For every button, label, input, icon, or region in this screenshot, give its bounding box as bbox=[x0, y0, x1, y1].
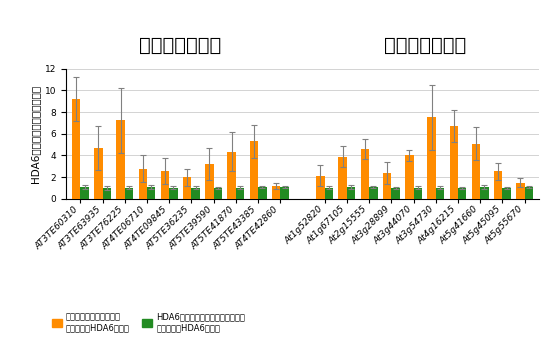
Bar bbox=[502, 188, 511, 199]
Bar bbox=[250, 141, 258, 199]
Bar bbox=[72, 99, 80, 199]
Bar bbox=[139, 168, 147, 199]
Bar bbox=[449, 126, 458, 199]
Bar bbox=[228, 152, 236, 199]
Bar bbox=[392, 188, 400, 199]
Bar bbox=[472, 143, 480, 199]
Bar bbox=[405, 155, 414, 199]
Bar bbox=[525, 187, 533, 199]
Bar bbox=[272, 186, 280, 199]
Bar bbox=[236, 188, 244, 199]
Text: トランスポゾン: トランスポゾン bbox=[139, 36, 222, 55]
Bar bbox=[103, 188, 111, 199]
Legend: 野生型シロイヌナズナで
検出されたHDA6の結合, HDA6違伝子破壊シロイヌナズナで
検出されたHDA6の結合: 野生型シロイヌナズナで 検出されたHDA6の結合, HDA6違伝子破壊シロイヌナ… bbox=[48, 309, 249, 335]
Bar bbox=[383, 173, 392, 199]
Bar bbox=[94, 148, 103, 199]
Bar bbox=[169, 188, 178, 199]
Bar bbox=[125, 188, 133, 199]
Bar bbox=[258, 187, 267, 199]
Y-axis label: HDA6タンパク質の結合増加率: HDA6タンパク質の結合増加率 bbox=[31, 85, 41, 183]
Bar bbox=[117, 120, 125, 199]
Text: 機能未知遵伝子: 機能未知遵伝子 bbox=[383, 36, 466, 55]
Bar bbox=[494, 171, 502, 199]
Bar bbox=[361, 149, 369, 199]
Bar bbox=[436, 188, 444, 199]
Bar bbox=[280, 187, 289, 199]
Bar bbox=[183, 177, 191, 199]
Bar bbox=[480, 187, 488, 199]
Bar bbox=[516, 182, 525, 199]
Bar bbox=[347, 187, 355, 199]
Bar bbox=[205, 164, 213, 199]
Bar bbox=[324, 188, 333, 199]
Bar bbox=[80, 187, 89, 199]
Bar bbox=[458, 188, 466, 199]
Bar bbox=[427, 117, 436, 199]
Bar bbox=[414, 188, 422, 199]
Bar bbox=[161, 171, 169, 199]
Bar bbox=[191, 188, 200, 199]
Bar bbox=[316, 176, 324, 199]
Bar bbox=[338, 156, 347, 199]
Bar bbox=[213, 188, 222, 199]
Bar bbox=[369, 187, 377, 199]
Bar bbox=[147, 187, 156, 199]
